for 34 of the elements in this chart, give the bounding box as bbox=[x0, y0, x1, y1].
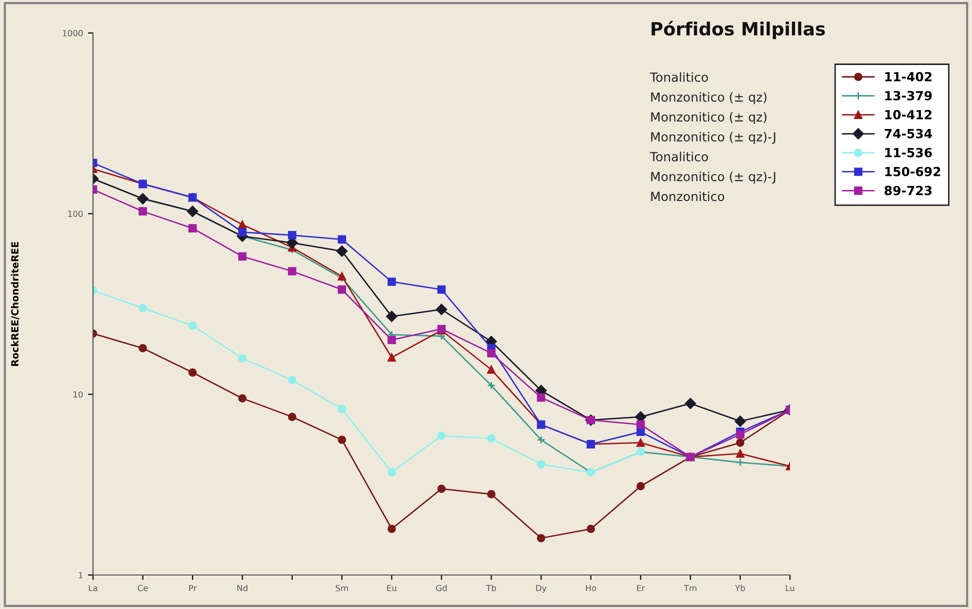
y-tick-label: 1000 bbox=[62, 30, 83, 36]
legend-label: 11-536 bbox=[885, 148, 932, 158]
annotation: Monzonitico (± qz)-J bbox=[651, 132, 776, 144]
x-tick-label: Gd bbox=[436, 584, 447, 592]
y-tick-label: 1 bbox=[78, 572, 83, 578]
legend-label: 13-379 bbox=[885, 90, 932, 100]
x-tick-label: Yb bbox=[735, 584, 745, 592]
x-tick-label: Tb bbox=[486, 584, 496, 592]
annotation: Monzonitico (± qz)-J bbox=[651, 172, 776, 184]
annotation: Monzonitico bbox=[651, 191, 724, 202]
x-tick-label: Dy bbox=[536, 584, 546, 593]
x-tick-label: Er bbox=[637, 584, 645, 592]
annotation: Monzonitico (± qz) bbox=[651, 92, 766, 104]
x-tick-label: Ho bbox=[586, 584, 596, 592]
x-tick-label: Eu bbox=[387, 584, 396, 592]
legend-label: 150-692 bbox=[885, 166, 940, 176]
annotation: Tonalitico bbox=[650, 72, 708, 82]
annotation: Tonalitico bbox=[650, 152, 708, 162]
x-tick-label: La bbox=[88, 584, 98, 592]
annotation: Monzonitico (± qz) bbox=[651, 112, 766, 124]
chart-title: Pórfidos Milpillas bbox=[652, 20, 825, 40]
legend-label: 89-723 bbox=[884, 186, 932, 196]
legend-label: 10-412 bbox=[885, 110, 932, 120]
x-tick-label: Nd bbox=[237, 584, 248, 592]
legend-label: 11-402 bbox=[885, 72, 932, 82]
x-tick-label: Pr bbox=[189, 584, 197, 592]
y-axis-title: RockREE/ChondriteREE bbox=[10, 242, 20, 366]
x-tick-label: Sm bbox=[336, 584, 348, 592]
x-tick-label: Tm bbox=[684, 584, 696, 592]
x-tick-label: Ce bbox=[138, 584, 148, 592]
x-tick-label: Lu bbox=[786, 584, 794, 592]
y-tick-label: 10 bbox=[74, 391, 83, 398]
y-tick-label: 100 bbox=[68, 210, 83, 217]
legend-label: 74-534 bbox=[884, 128, 932, 138]
